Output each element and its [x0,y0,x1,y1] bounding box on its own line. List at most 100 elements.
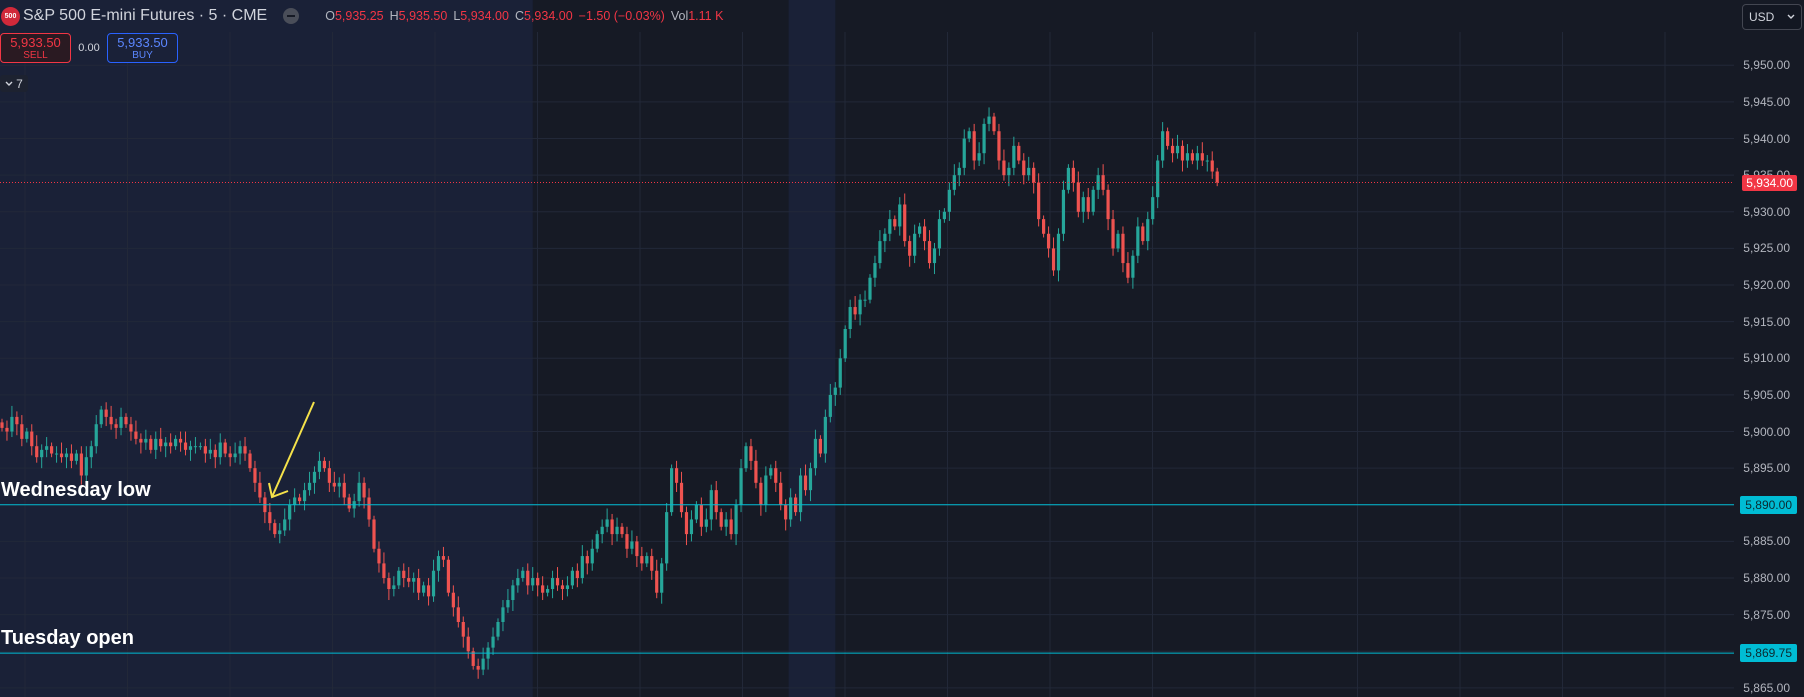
candle-body [322,460,326,469]
buy-label: BUY [132,49,153,61]
candle-body [159,438,163,447]
indicators-toggle[interactable]: 7 [0,75,28,92]
candle-body [858,299,862,315]
price-axis-tick: 5,910.00 [1743,351,1790,366]
candle-body [957,167,961,176]
high-value: 5,935.50 [398,9,448,23]
candle-body [203,446,207,454]
candle-body [873,263,877,278]
candle-body [1200,153,1204,161]
candle-body [193,446,198,448]
candle-body [417,578,421,593]
collapse-legend-button[interactable] [283,8,300,24]
candle-body [1022,160,1026,176]
candle-body [407,578,411,582]
candle-body [918,226,922,234]
indicators-count: 7 [16,76,23,91]
candle-body [972,131,976,161]
candle-body [541,585,545,593]
candle-body [1210,160,1214,172]
candle-body [501,607,505,622]
buy-button[interactable]: 5,933.50 BUY [107,33,178,63]
price-axis-tick: 5,895.00 [1743,461,1790,476]
candle-body [704,519,708,527]
candle-body [312,471,317,483]
candle-body [689,519,694,535]
currency-select[interactable]: USD [1742,4,1802,30]
candle-body [674,468,679,483]
candle-body [79,453,83,476]
candle-body [883,233,887,242]
level-price-tag: 5,869.75 [1740,644,1797,663]
candle-body [496,622,500,637]
minus-icon [287,15,296,17]
candle-body [550,578,555,590]
candle-body [828,394,832,417]
candle-body [174,438,178,447]
candle-body [1126,263,1130,278]
change-value: −1.50 (−0.03%) [578,9,665,23]
candle-body [347,497,351,509]
candle-body [1012,145,1016,168]
symbol-logo-icon: 500 [1,6,20,26]
candle-body [1121,233,1125,264]
candle-body [590,548,594,564]
candle-body [848,307,852,329]
candle-body [531,578,535,586]
candle-body [1017,145,1021,161]
candle-body [258,482,262,498]
candle-body [317,460,322,472]
candle-body [164,442,168,447]
candle-body [937,219,942,249]
candle-body [0,422,4,428]
candle-body [997,131,1001,161]
volume-label: Vol [670,9,689,23]
candle-body [585,556,589,564]
candle-body [64,453,69,458]
candle-body [476,665,480,670]
candle-body [372,519,376,549]
candle-body [774,468,778,483]
level-label-tuesday-open: Tuesday open [1,627,134,650]
candle-body [610,519,614,535]
symbol-title[interactable]: S&P 500 E-mini Futures · 5 · CME [23,7,268,24]
candle-body [1185,153,1190,161]
candle-body [734,504,738,535]
candle-body [183,442,188,450]
candle-body [149,438,153,450]
candle-body [169,442,173,447]
candle-body [570,570,574,586]
candle-body [853,307,857,315]
candle-body [298,497,302,502]
chevron-down-icon [1787,14,1795,19]
candle-body [808,468,813,491]
candle-body [779,482,783,505]
candle-body [908,241,912,256]
candle-body [441,556,446,560]
candle-body [942,211,946,220]
candle-body [645,556,649,564]
candle-body [947,189,951,212]
candle-body [1195,153,1199,161]
candle-body [729,519,733,535]
candle-body [1081,197,1085,212]
candle-body [208,449,212,454]
candle-body [813,438,818,469]
candle-body [838,358,842,388]
candle-body [422,585,426,593]
candle-body [843,329,847,359]
candle-body [154,438,158,450]
candle-body [630,541,634,549]
candle-body [84,457,88,476]
candle-body [104,409,108,417]
low-value: 5,934.00 [460,9,509,23]
candle-body [491,636,495,648]
sell-button[interactable]: 5,933.50 SELL [0,33,71,63]
candle-body [10,416,14,432]
candle-body [1042,219,1046,234]
candle-body [451,592,455,608]
candle-body [660,563,664,593]
candle-body [962,138,966,168]
candle-body [719,512,723,527]
